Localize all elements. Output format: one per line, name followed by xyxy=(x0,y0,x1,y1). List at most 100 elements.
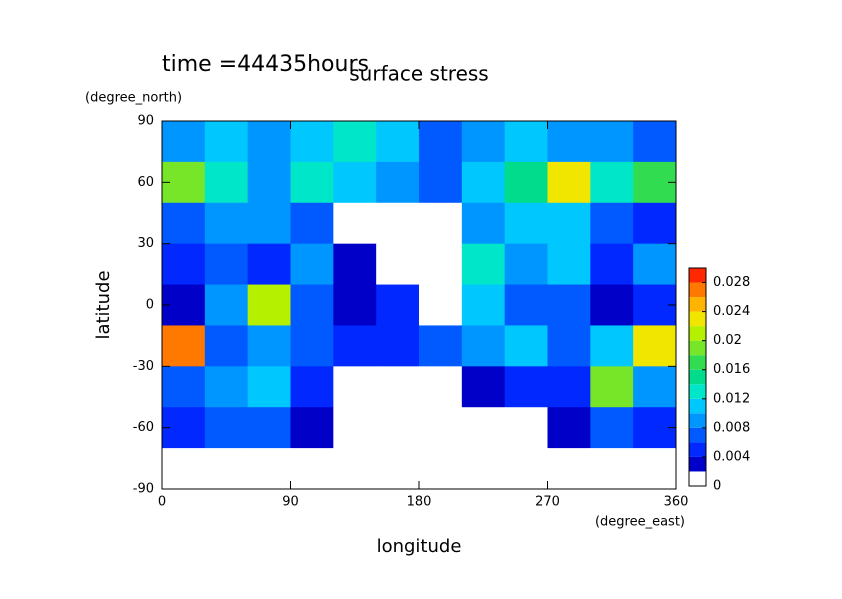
cell xyxy=(376,448,420,490)
colorbar-frame xyxy=(688,267,707,487)
colorbar-segment xyxy=(689,355,706,370)
cell xyxy=(204,243,249,286)
cell xyxy=(547,448,591,490)
cell xyxy=(633,325,677,367)
cell xyxy=(504,121,548,163)
colorbar-segment xyxy=(689,282,706,298)
colorbar-segment xyxy=(689,427,706,443)
y-tick-label: 60 xyxy=(137,175,154,190)
colorbar-tick-label: 0.008 xyxy=(713,420,750,435)
cell xyxy=(461,407,506,449)
y-axis-label: latitude xyxy=(93,270,114,339)
cell xyxy=(590,366,634,408)
cell xyxy=(247,366,291,408)
cell xyxy=(247,325,291,367)
cell xyxy=(590,325,634,367)
cell xyxy=(504,284,548,326)
cell xyxy=(461,325,506,367)
colorbar-segment xyxy=(689,369,706,385)
colorbar-segment xyxy=(689,311,706,327)
axes: 0 90 180 270 360 -90 -60 -30 0 30 60 90 xyxy=(133,114,689,510)
cell xyxy=(376,161,420,204)
cell xyxy=(376,121,420,163)
cell xyxy=(590,121,634,163)
cell xyxy=(247,161,291,204)
cell xyxy=(204,161,249,204)
cell xyxy=(290,448,334,490)
colorbar-segment xyxy=(689,384,706,399)
cell xyxy=(333,366,377,408)
cell xyxy=(376,325,420,367)
cell xyxy=(419,161,463,204)
cell xyxy=(204,202,249,245)
colorbar-segment xyxy=(689,398,706,414)
colorbar-segment xyxy=(689,456,706,472)
colorbar-segment xyxy=(689,268,706,283)
cell xyxy=(162,448,206,490)
cell xyxy=(547,121,591,163)
colorbar-segment xyxy=(689,471,706,486)
cell xyxy=(461,284,506,326)
cell xyxy=(504,202,548,245)
cell xyxy=(504,161,548,204)
x-tick-label: 360 xyxy=(664,495,689,510)
colorbar-tick-label: 0.016 xyxy=(713,362,750,377)
y-tick-label: 30 xyxy=(137,236,154,251)
cell xyxy=(290,366,334,408)
colorbar-segment xyxy=(689,340,706,356)
cell xyxy=(419,243,463,286)
colorbar-segment xyxy=(689,413,706,428)
cell xyxy=(547,161,591,204)
cell xyxy=(461,448,506,490)
cell xyxy=(290,284,334,326)
cell xyxy=(461,366,506,408)
x-tick-label: 90 xyxy=(282,495,299,510)
colorbar-segment xyxy=(689,326,706,341)
cell xyxy=(204,407,249,449)
cell xyxy=(204,448,249,490)
cell xyxy=(204,366,249,408)
colorbar-tick-label: 0.012 xyxy=(713,391,750,406)
cell xyxy=(376,243,420,286)
cell xyxy=(204,121,249,163)
cell xyxy=(504,407,548,449)
cell xyxy=(633,121,677,163)
cell xyxy=(333,325,377,367)
cell xyxy=(333,284,377,326)
cell xyxy=(419,448,463,490)
x-tick-label: 270 xyxy=(535,495,560,510)
y-tick-label: 0 xyxy=(146,298,154,313)
cell xyxy=(290,243,334,286)
cell xyxy=(419,325,463,367)
colorbar-tick-label: 0 xyxy=(713,479,721,494)
cell xyxy=(590,243,634,286)
cell xyxy=(504,243,548,286)
colorbar-tick-label: 0.028 xyxy=(713,275,750,290)
cell xyxy=(376,366,420,408)
cell xyxy=(162,243,206,286)
cell xyxy=(376,284,420,326)
cell xyxy=(376,202,420,245)
cell xyxy=(504,448,548,490)
cell xyxy=(419,121,463,163)
cell xyxy=(333,407,377,449)
colorbar-tick-label: 0.02 xyxy=(713,333,742,348)
cell xyxy=(547,325,591,367)
cell xyxy=(633,366,677,408)
cell xyxy=(590,284,634,326)
cell xyxy=(204,284,249,326)
cell xyxy=(547,407,591,449)
cell xyxy=(376,407,420,449)
colorbar-segment xyxy=(689,442,706,457)
cell xyxy=(333,448,377,490)
field xyxy=(162,121,677,490)
x-axis-label: longitude xyxy=(377,536,462,557)
x-unit: (degree_east) xyxy=(595,515,685,530)
cell xyxy=(162,325,206,367)
cell xyxy=(547,243,591,286)
cell xyxy=(547,284,591,326)
cell xyxy=(247,448,291,490)
y-tick-label: -30 xyxy=(133,359,154,374)
cell xyxy=(333,243,377,286)
